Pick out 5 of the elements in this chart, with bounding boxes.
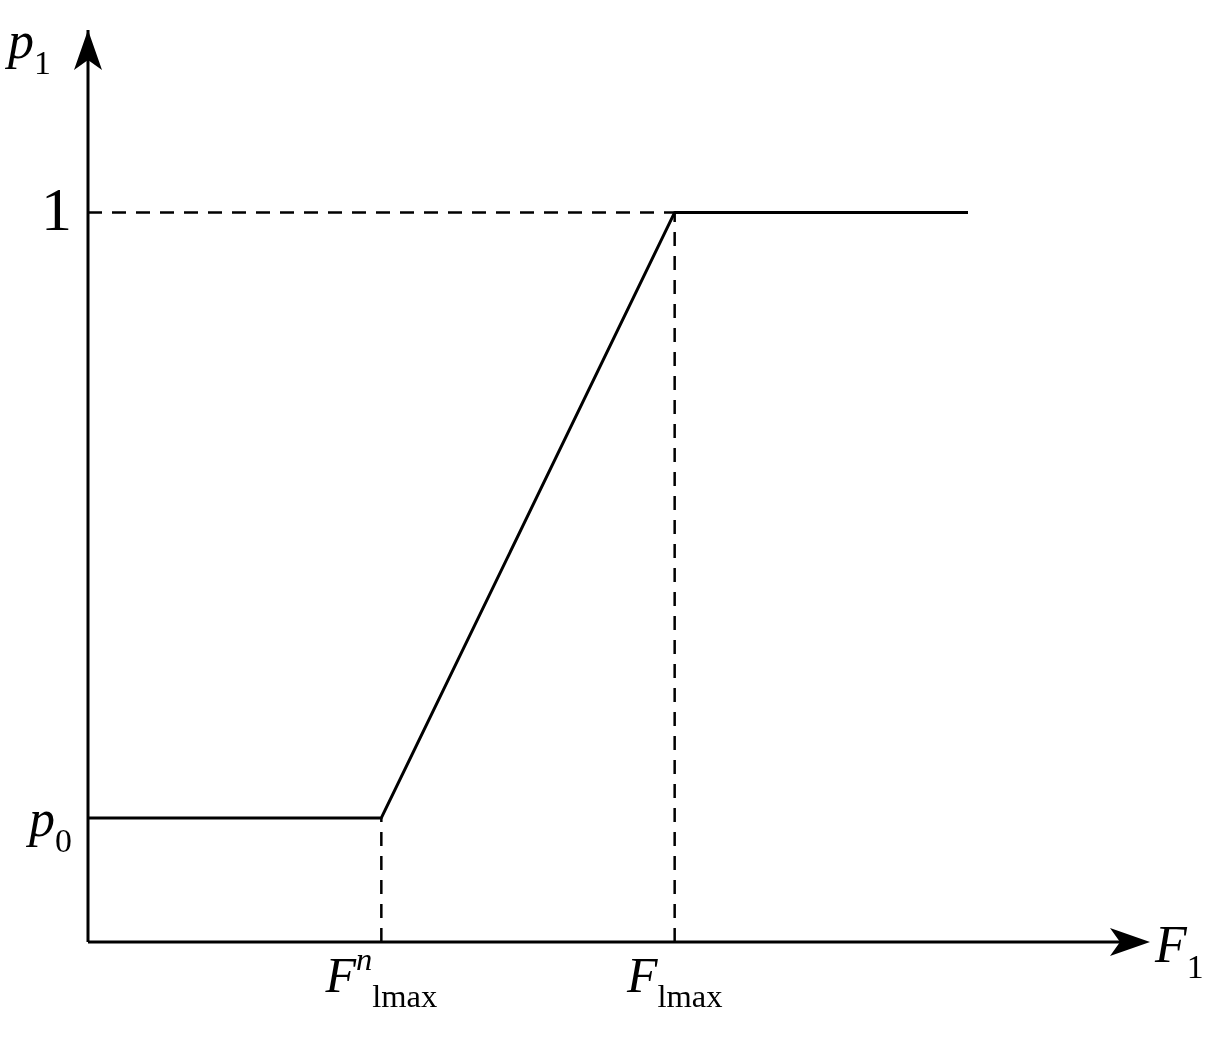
y-tick-label: p$_{0}$ <box>25 789 72 859</box>
x-tick-label: F$_{lmax}$ <box>625 947 723 1014</box>
x-axis-title: F$_{1}$ <box>1154 916 1204 985</box>
y-tick-label: 1 <box>41 175 72 244</box>
y-axis-title: p$_{1}$ <box>4 12 51 81</box>
